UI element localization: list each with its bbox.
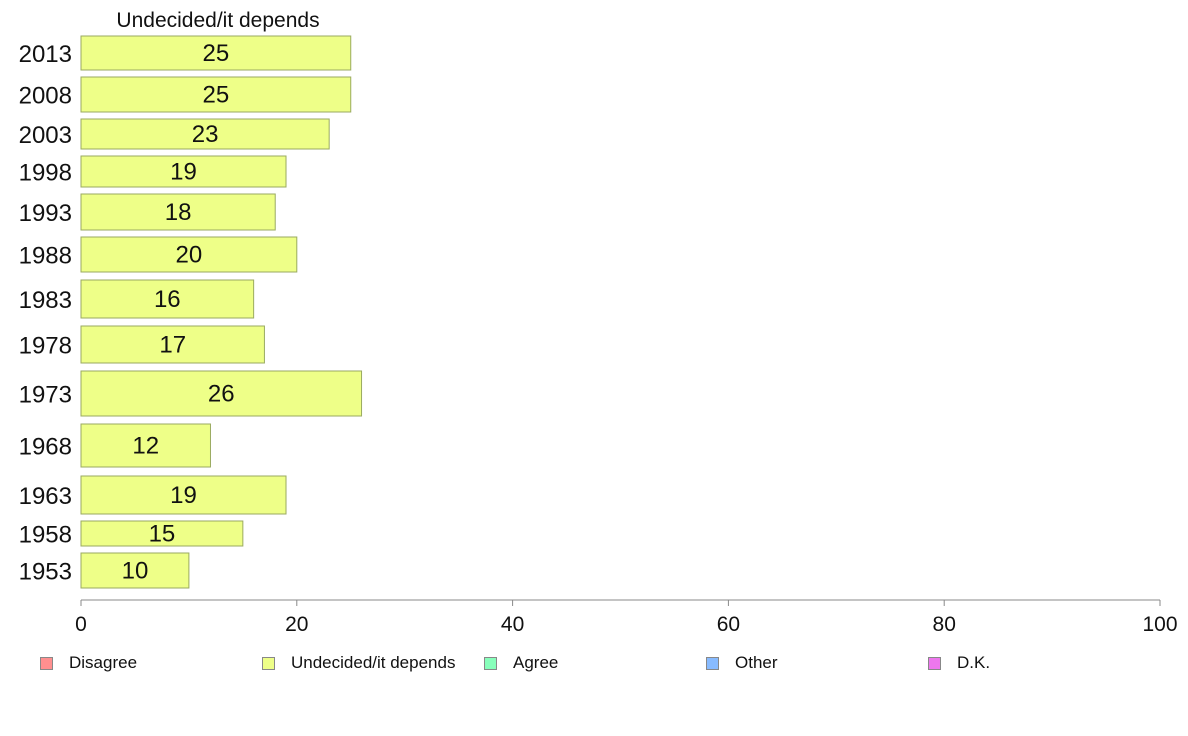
category-label: 1958 <box>19 522 72 549</box>
legend-label: Disagree <box>69 653 138 672</box>
bar-value-label: 23 <box>192 121 219 148</box>
x-axis: 0 20 40 60 80 100 <box>75 599 1178 636</box>
chart: Undecided/it depends 25 2013 25 2008 23 2003 1… <box>19 9 1178 636</box>
category-label: 1983 <box>19 287 72 314</box>
category-label: 2013 <box>19 41 72 68</box>
legend-swatch-dk <box>928 656 941 670</box>
bar-value-label: 17 <box>159 332 186 359</box>
legend-item-dk: D.K. <box>928 653 990 673</box>
bar-value-label: 19 <box>170 482 197 509</box>
x-tick-label: 80 <box>933 613 956 636</box>
x-tick-label: 60 <box>717 613 740 636</box>
category-label: 1968 <box>19 434 72 461</box>
bar-value-label: 25 <box>203 40 230 67</box>
bar-value-label: 10 <box>122 558 149 585</box>
bar-2003 <box>80 118 330 150</box>
legend-label: Undecided/it depends <box>291 653 456 672</box>
legend-item-agree: Agree <box>484 653 558 673</box>
legend-swatch-other <box>706 656 719 670</box>
bar-value-label: 16 <box>154 286 181 313</box>
bar-1968 <box>80 423 211 468</box>
bar-2008 <box>80 76 352 113</box>
x-tick-label: 0 <box>75 613 87 636</box>
legend-item-disagree: Disagree <box>40 653 137 673</box>
category-label: 1988 <box>19 243 72 270</box>
category-label: 1978 <box>19 333 72 360</box>
legend: Disagree Undecided/it depends Agree Othe… <box>0 653 1188 677</box>
bar-1963 <box>80 475 287 515</box>
bar-1993 <box>80 193 276 231</box>
bar-value-label: 26 <box>208 381 235 408</box>
legend-item-undecided: Undecided/it depends <box>262 653 455 673</box>
bar-1958 <box>80 520 244 547</box>
category-label: 2003 <box>19 122 72 149</box>
x-tick-label: 40 <box>501 613 524 636</box>
legend-swatch-disagree <box>40 656 53 670</box>
category-label: 2008 <box>19 83 72 110</box>
legend-label: D.K. <box>957 653 991 672</box>
bar-value-label: 20 <box>176 242 203 269</box>
bar-1953 <box>80 552 190 589</box>
bar-value-label: 18 <box>165 199 192 226</box>
bar-value-label: 25 <box>203 82 230 109</box>
x-tick-label: 100 <box>1142 613 1177 636</box>
category-label: 1953 <box>19 559 72 586</box>
bar-1973 <box>80 370 363 417</box>
category-label: 1963 <box>19 483 72 510</box>
legend-swatch-undecided <box>262 656 275 670</box>
bar-value-label: 15 <box>149 521 176 548</box>
legend-item-other: Other <box>706 653 778 673</box>
category-label: 1993 <box>19 200 72 227</box>
category-label: 1998 <box>19 160 72 187</box>
bar-1998 <box>80 155 287 188</box>
bars: 25 2013 25 2008 23 2003 19 1998 18 1993 20 1988 16 19… <box>19 35 363 589</box>
bar-1988 <box>80 236 298 273</box>
chart-title: Undecided/it depends <box>116 9 319 32</box>
category-label: 1973 <box>19 382 72 409</box>
legend-swatch-agree <box>484 656 497 670</box>
legend-label: Other <box>735 653 778 672</box>
legend-label: Agree <box>513 653 559 672</box>
bar-value-label: 12 <box>132 433 159 460</box>
x-tick-label: 20 <box>285 613 308 636</box>
bar-value-label: 19 <box>170 159 197 186</box>
bar-1978 <box>80 325 265 364</box>
bar-2013 <box>80 35 352 71</box>
bar-1983 <box>80 279 255 319</box>
